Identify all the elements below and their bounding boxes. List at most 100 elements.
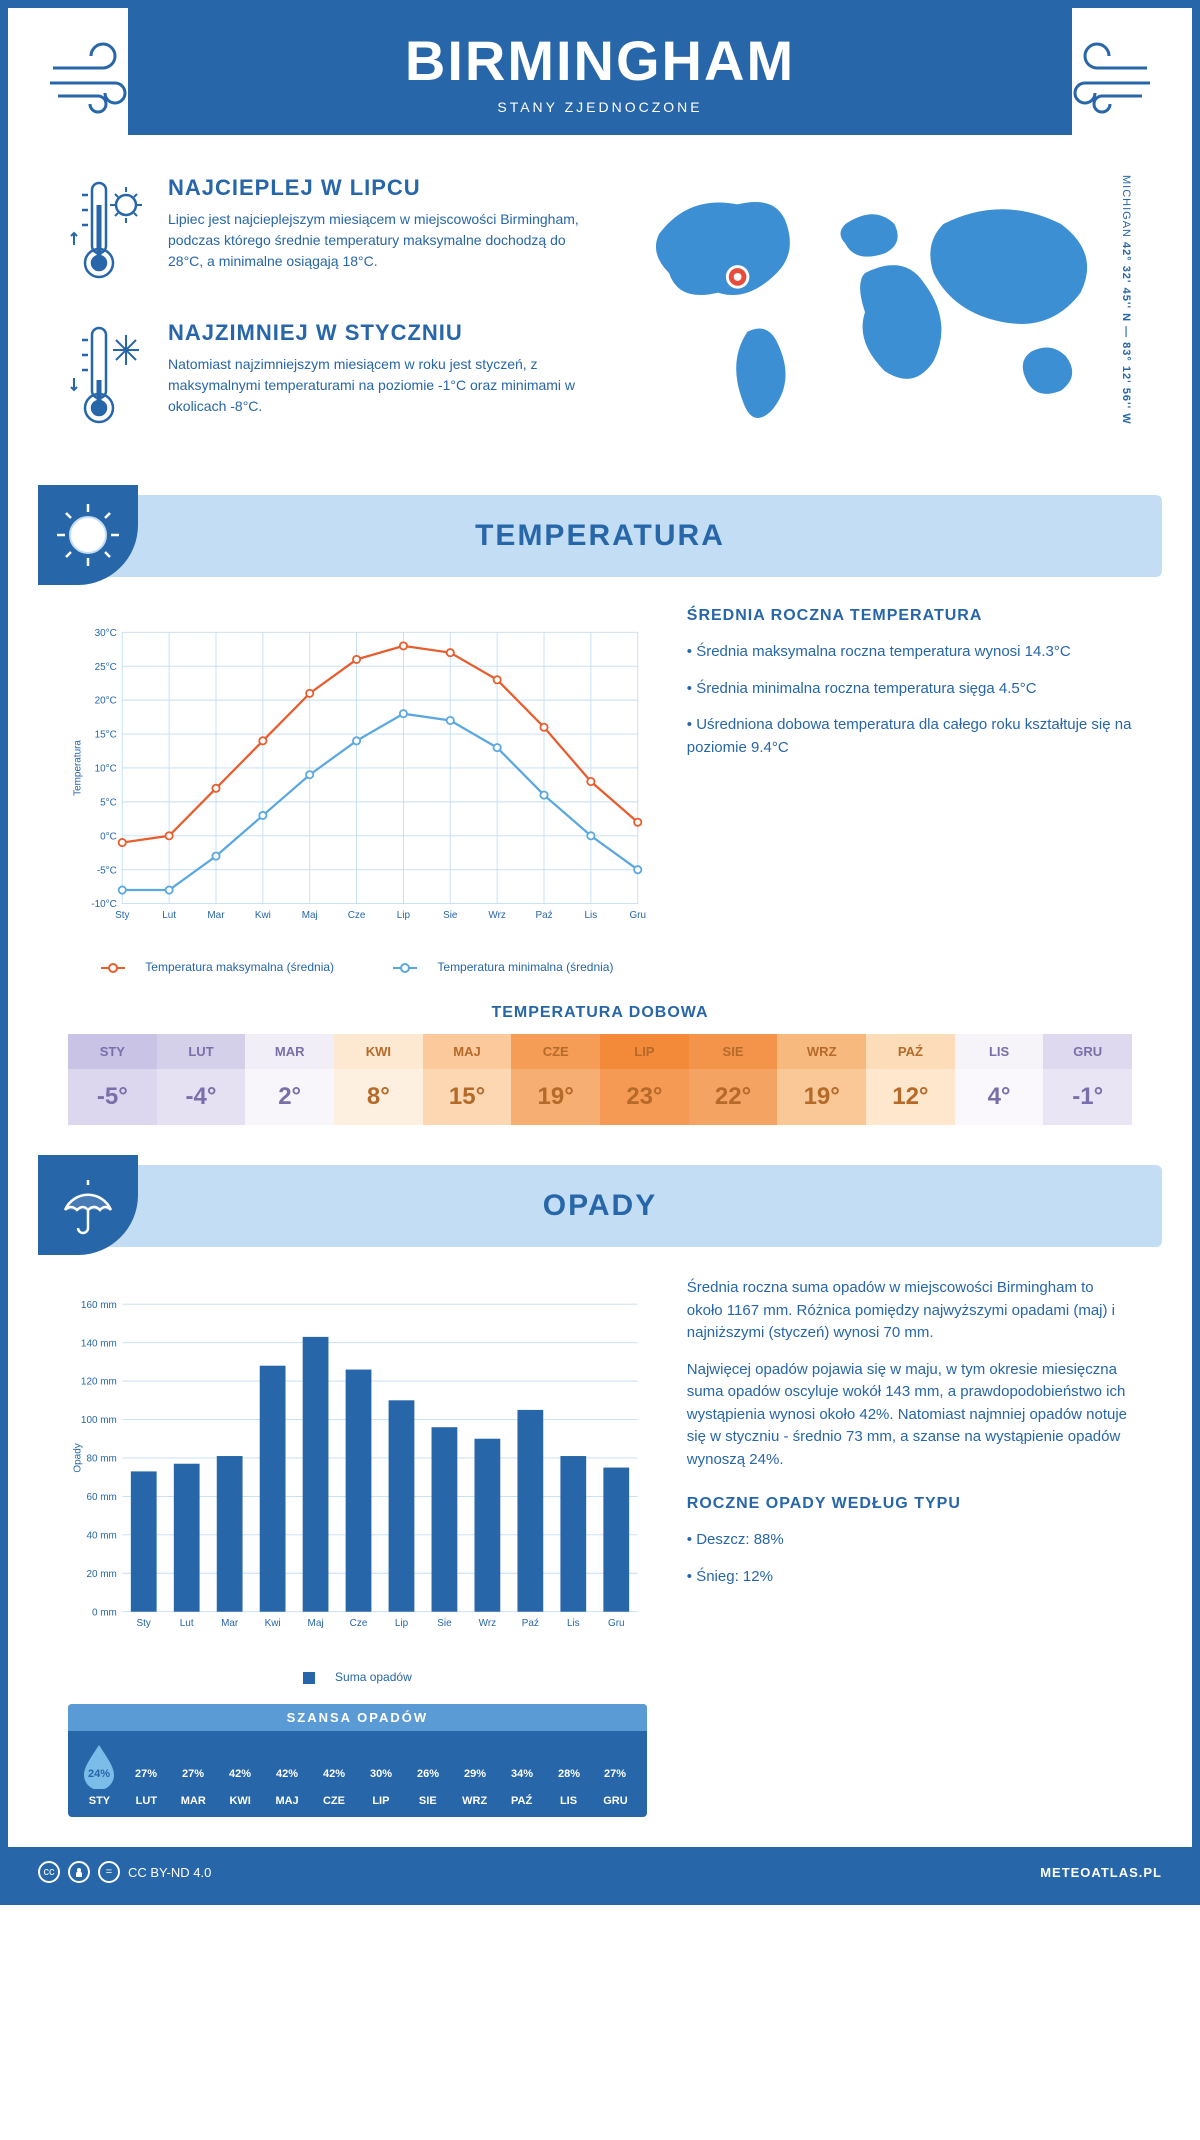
license-text: CC BY-ND 4.0 bbox=[128, 1865, 211, 1880]
svg-text:Kwi: Kwi bbox=[265, 1618, 281, 1629]
temp-cell: SIE22° bbox=[689, 1034, 778, 1125]
svg-text:Lut: Lut bbox=[162, 910, 176, 921]
region-label: MICHIGAN bbox=[1120, 175, 1132, 238]
temperature-line-chart: -10°C-5°C0°C5°C10°C15°C20°C25°C30°CStyLu… bbox=[68, 607, 647, 947]
svg-text:30°C: 30°C bbox=[95, 628, 117, 639]
precip-sidebar: Średnia roczna suma opadów w miejscowośc… bbox=[687, 1277, 1132, 1817]
site-name: METEOATLAS.PL bbox=[1040, 1865, 1162, 1880]
svg-text:Lut: Lut bbox=[180, 1618, 194, 1629]
svg-text:Wrz: Wrz bbox=[479, 1618, 497, 1629]
svg-text:Paź: Paź bbox=[535, 910, 552, 921]
bar-chart-area: 0 mm20 mm40 mm60 mm80 mm100 mm120 mm140 … bbox=[68, 1277, 647, 1817]
city-title: BIRMINGHAM bbox=[148, 28, 1052, 93]
precip-row: 0 mm20 mm40 mm60 mm80 mm100 mm120 mm140 … bbox=[8, 1277, 1192, 1817]
svg-text:25°C: 25°C bbox=[95, 662, 117, 673]
temp-cell: MAR2° bbox=[245, 1034, 334, 1125]
precip-type-item: • Deszcz: 88% bbox=[687, 1529, 1132, 1552]
daily-temp-title: TEMPERATURA DOBOWA bbox=[8, 1004, 1192, 1022]
precip-type-list: • Deszcz: 88% • Śnieg: 12% bbox=[687, 1529, 1132, 1588]
temp-cell: CZE19° bbox=[511, 1034, 600, 1125]
temperature-sidebar-title: ŚREDNIA ROCZNA TEMPERATURA bbox=[687, 607, 1132, 625]
license-block: cc = CC BY-ND 4.0 bbox=[38, 1861, 211, 1883]
header-banner: BIRMINGHAM STANY ZJEDNOCZONE bbox=[128, 8, 1072, 135]
svg-text:Cze: Cze bbox=[348, 910, 366, 921]
chance-cell: 28%LIS bbox=[545, 1741, 592, 1807]
svg-text:42%: 42% bbox=[323, 1768, 345, 1780]
intro-section: NAJCIEPLEJ W LIPCU Lipiec jest najcieple… bbox=[8, 175, 1192, 465]
coords-block: MICHIGAN 42° 32' 45'' N — 83° 12' 56'' W bbox=[1120, 175, 1132, 425]
svg-text:Lis: Lis bbox=[567, 1618, 580, 1629]
precip-type-item: • Śnieg: 12% bbox=[687, 1566, 1132, 1589]
svg-text:Lip: Lip bbox=[395, 1618, 409, 1629]
svg-text:20 mm: 20 mm bbox=[86, 1569, 116, 1580]
precip-type-title: ROCZNE OPADY WEDŁUG TYPU bbox=[687, 1495, 1132, 1513]
svg-text:42%: 42% bbox=[276, 1768, 298, 1780]
svg-text:60 mm: 60 mm bbox=[86, 1492, 116, 1503]
svg-text:Gru: Gru bbox=[608, 1618, 625, 1629]
intro-left: NAJCIEPLEJ W LIPCU Lipiec jest najcieple… bbox=[68, 175, 580, 465]
temperature-bullet: • Średnia maksymalna roczna temperatura … bbox=[687, 641, 1132, 664]
svg-text:42%: 42% bbox=[229, 1768, 251, 1780]
thermometer-cold-icon bbox=[68, 320, 148, 435]
svg-text:-10°C: -10°C bbox=[91, 899, 117, 910]
svg-text:0 mm: 0 mm bbox=[92, 1607, 117, 1618]
country-subtitle: STANY ZJEDNOCZONE bbox=[148, 99, 1052, 115]
svg-text:100 mm: 100 mm bbox=[81, 1415, 117, 1426]
footer: cc = CC BY-ND 4.0 METEOATLAS.PL bbox=[8, 1847, 1192, 1897]
svg-text:30%: 30% bbox=[370, 1768, 392, 1780]
svg-text:160 mm: 160 mm bbox=[81, 1300, 117, 1311]
svg-text:34%: 34% bbox=[511, 1768, 533, 1780]
location-marker-icon bbox=[726, 265, 750, 289]
svg-text:Sie: Sie bbox=[443, 910, 458, 921]
umbrella-icon bbox=[38, 1155, 138, 1255]
line-chart-area: -10°C-5°C0°C5°C10°C15°C20°C25°C30°CStyLu… bbox=[68, 607, 647, 974]
hot-fact-body: Lipiec jest najcieplejszym miesiącem w m… bbox=[168, 209, 580, 272]
hot-fact-text: NAJCIEPLEJ W LIPCU Lipiec jest najcieple… bbox=[168, 175, 580, 290]
cold-fact-body: Natomiast najzimniejszym miesiącem w rok… bbox=[168, 354, 580, 417]
coordinates: 42° 32' 45'' N — 83° 12' 56'' W bbox=[1120, 242, 1132, 425]
chance-box: SZANSA OPADÓW 24%STY27%LUT27%MAR42%KWI42… bbox=[68, 1704, 647, 1817]
temperature-banner: TEMPERATURA bbox=[38, 495, 1162, 577]
top-wrap: BIRMINGHAM STANY ZJEDNOCZONE bbox=[8, 8, 1192, 135]
chance-cell: 26%SIE bbox=[404, 1741, 451, 1807]
bar-chart-legend: Suma opadów bbox=[68, 1670, 647, 1684]
precip-paragraph: Najwięcej opadów pojawia się w maju, w t… bbox=[687, 1359, 1132, 1472]
legend-max: Temperatura maksymalna (średnia) bbox=[145, 960, 334, 974]
chance-cell: 34%PAŹ bbox=[498, 1741, 545, 1807]
chance-cell: 27%GRU bbox=[592, 1741, 639, 1807]
svg-text:27%: 27% bbox=[182, 1768, 204, 1780]
chance-cell: 29%WRZ bbox=[451, 1741, 498, 1807]
temp-cell: KWI8° bbox=[334, 1034, 423, 1125]
chance-cell: 42%CZE bbox=[311, 1741, 358, 1807]
svg-text:Gru: Gru bbox=[629, 910, 646, 921]
temperature-bullets: • Średnia maksymalna roczna temperatura … bbox=[687, 641, 1132, 759]
cold-fact: NAJZIMNIEJ W STYCZNIU Natomiast najzimni… bbox=[68, 320, 580, 435]
svg-text:Wrz: Wrz bbox=[488, 910, 506, 921]
svg-text:20°C: 20°C bbox=[95, 696, 117, 707]
precip-bar-chart: 0 mm20 mm40 mm60 mm80 mm100 mm120 mm140 … bbox=[68, 1277, 647, 1657]
svg-text:Sie: Sie bbox=[437, 1618, 452, 1629]
bar-legend: Suma opadów bbox=[335, 1670, 412, 1684]
svg-text:Mar: Mar bbox=[207, 910, 225, 921]
temp-cell: LUT-4° bbox=[157, 1034, 246, 1125]
svg-text:Paź: Paź bbox=[522, 1618, 539, 1629]
intro-right: MICHIGAN 42° 32' 45'' N — 83° 12' 56'' W bbox=[620, 175, 1132, 430]
svg-text:24%: 24% bbox=[88, 1768, 110, 1780]
svg-text:27%: 27% bbox=[604, 1768, 626, 1780]
temp-cell: GRU-1° bbox=[1043, 1034, 1132, 1125]
svg-text:Lis: Lis bbox=[585, 910, 598, 921]
svg-text:40 mm: 40 mm bbox=[86, 1530, 116, 1541]
precip-paragraphs: Średnia roczna suma opadów w miejscowośc… bbox=[687, 1277, 1132, 1471]
temperature-sidebar: ŚREDNIA ROCZNA TEMPERATURA • Średnia mak… bbox=[687, 607, 1132, 974]
svg-text:Maj: Maj bbox=[308, 1618, 324, 1629]
chance-cell: 24%STY bbox=[76, 1741, 123, 1807]
temperature-row: -10°C-5°C0°C5°C10°C15°C20°C25°C30°CStyLu… bbox=[8, 607, 1192, 974]
svg-text:Lip: Lip bbox=[397, 910, 411, 921]
cc-icon: cc bbox=[38, 1861, 60, 1883]
hot-fact-title: NAJCIEPLEJ W LIPCU bbox=[168, 175, 580, 201]
svg-text:Sty: Sty bbox=[115, 910, 129, 921]
temp-cell: LIS4° bbox=[955, 1034, 1044, 1125]
svg-text:5°C: 5°C bbox=[100, 797, 117, 808]
precip-paragraph: Średnia roczna suma opadów w miejscowośc… bbox=[687, 1277, 1132, 1345]
svg-text:28%: 28% bbox=[558, 1768, 580, 1780]
